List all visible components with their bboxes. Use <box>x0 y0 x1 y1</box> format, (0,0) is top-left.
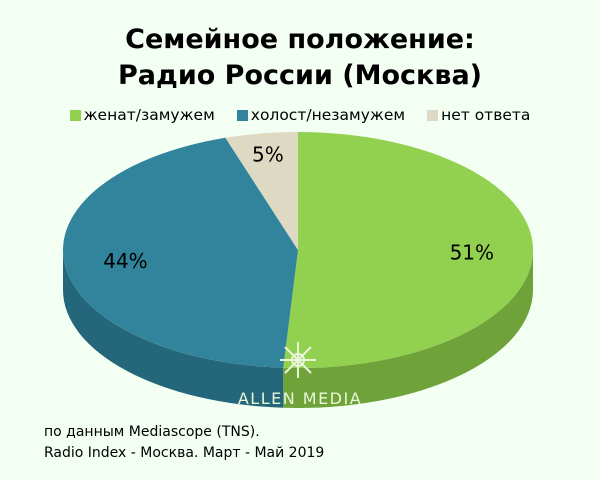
watermark-text: ALLEN MEDIA <box>238 389 362 408</box>
pie-slice-married <box>283 132 534 368</box>
source-note: по данным Mediascope (TNS). Radio Index … <box>44 422 324 464</box>
watermark-star-icon <box>280 342 316 378</box>
watermark: ALLEN MEDIA <box>238 342 362 408</box>
legend-item-married: женат/замужем <box>69 106 215 124</box>
legend-label-married: женат/замужем <box>83 106 215 124</box>
source-line-1: по данным Mediascope (TNS). <box>44 424 260 440</box>
legend-label-single: холост/незамужем <box>250 106 406 124</box>
legend-item-no-answer: нет ответа <box>427 106 530 124</box>
title-line-1: Семейное положение: <box>125 24 475 55</box>
pie-side-married <box>283 250 533 409</box>
legend-swatch-married <box>69 109 81 121</box>
pie-side-single <box>63 250 284 408</box>
legend-item-single: холост/незамужем <box>236 106 406 124</box>
pie-slice-single <box>62 137 299 368</box>
pie-label-single: 44% <box>103 249 147 273</box>
legend-swatch-single <box>236 109 248 121</box>
pie-label-no-answer: 5% <box>252 142 284 166</box>
chart-title: Семейное положение: Радио России (Москва… <box>0 22 600 94</box>
title-line-2: Радио России (Москва) <box>118 60 482 91</box>
legend-label-no-answer: нет ответа <box>441 106 531 124</box>
legend-swatch-no-answer <box>427 109 439 121</box>
legend: женат/замужем холост/незамужем нет ответ… <box>0 106 600 124</box>
pie-slice-no-answer <box>225 132 298 250</box>
source-line-2: Radio Index - Москва. Март - Май 2019 <box>44 445 325 461</box>
pie-label-married: 51% <box>450 241 494 265</box>
